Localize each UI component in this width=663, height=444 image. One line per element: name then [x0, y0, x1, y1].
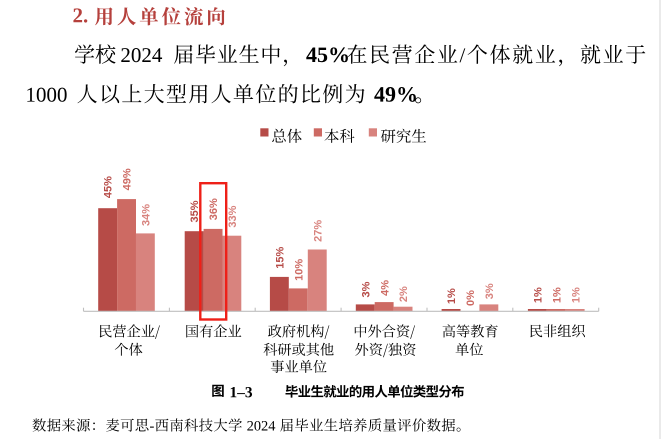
svg-text:3%: 3%: [360, 281, 372, 297]
svg-text:1%: 1%: [446, 288, 458, 304]
svg-text:36%: 36%: [208, 198, 220, 220]
svg-text:45%: 45%: [103, 176, 115, 198]
svg-text:0%: 0%: [465, 290, 477, 306]
svg-text:1%: 1%: [551, 287, 563, 303]
svg-text:3%: 3%: [484, 283, 496, 299]
svg-text:34%: 34%: [141, 204, 153, 226]
svg-text:49%: 49%: [122, 168, 134, 190]
svg-text:10%: 10%: [293, 259, 305, 281]
svg-text:2%: 2%: [398, 286, 410, 302]
svg-text:33%: 33%: [227, 205, 239, 227]
svg-text:15%: 15%: [275, 246, 287, 268]
svg-text:1%: 1%: [570, 287, 582, 303]
svg-text:4%: 4%: [379, 280, 391, 296]
svg-text:1%: 1%: [533, 287, 545, 303]
svg-text:35%: 35%: [189, 200, 201, 222]
svg-text:27%: 27%: [312, 220, 324, 242]
